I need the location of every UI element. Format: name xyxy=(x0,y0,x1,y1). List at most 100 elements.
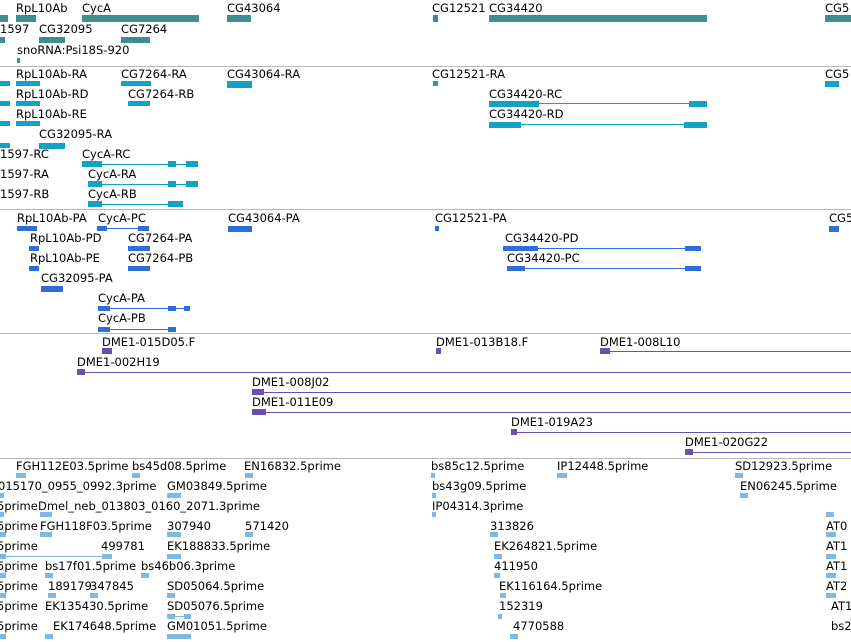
est-feature[interactable] xyxy=(0,532,6,537)
est-feature[interactable] xyxy=(0,593,6,598)
est-label[interactable]: 5prime xyxy=(0,599,38,613)
est-label[interactable]: bs43g09.5prime xyxy=(432,479,527,493)
protein-feature[interactable] xyxy=(29,246,39,251)
transcript-feature[interactable] xyxy=(0,143,10,148)
protein-feature[interactable] xyxy=(41,286,63,292)
transcript-feature[interactable] xyxy=(186,161,198,167)
protein-feature[interactable] xyxy=(168,327,176,332)
protein-label[interactable]: CycA-PA xyxy=(98,291,145,305)
transcript-label[interactable]: CG5 xyxy=(825,67,850,81)
est-label[interactable]: EK188833.5prime xyxy=(167,539,271,553)
protein-label[interactable]: CG5 xyxy=(829,211,851,225)
transcript-feature[interactable] xyxy=(121,81,151,86)
transcript-label[interactable]: RpL10Ab-RA xyxy=(16,67,88,81)
protein-feature[interactable] xyxy=(168,306,176,311)
est-label[interactable]: 5prime xyxy=(0,619,38,633)
transcript-feature[interactable] xyxy=(16,101,40,106)
est-feature[interactable] xyxy=(167,532,181,537)
protein-label[interactable]: CycA-PC xyxy=(98,211,146,225)
est-feature[interactable] xyxy=(40,512,52,517)
est-label[interactable]: GM01051.5prime xyxy=(167,619,267,633)
protein-feature[interactable] xyxy=(97,226,107,231)
est-label[interactable]: Dmel_neb_013803_0160_2071.3prime xyxy=(38,499,260,513)
clone-label[interactable]: DME1-002H19 xyxy=(77,355,160,369)
transcript-label[interactable]: CG7264-RB xyxy=(128,87,195,101)
transcript-feature[interactable] xyxy=(0,81,10,86)
gene-label[interactable]: CG32095 xyxy=(39,22,93,36)
est-label[interactable]: 015170_0955_0992.3prime xyxy=(0,479,157,493)
transcript-label[interactable]: CG12521-RA xyxy=(432,67,506,81)
transcript-label[interactable]: 1597-RB xyxy=(0,187,50,201)
est-label[interactable]: AT0 xyxy=(826,519,848,533)
transcript-feature[interactable] xyxy=(168,201,183,207)
clone-feature[interactable] xyxy=(685,449,693,455)
est-label[interactable]: FGH118F03.5prime xyxy=(40,519,152,533)
gene-label[interactable]: CG12521 xyxy=(432,1,486,15)
protein-feature[interactable] xyxy=(503,246,538,251)
transcript-feature[interactable] xyxy=(82,161,102,167)
transcript-feature[interactable] xyxy=(227,81,252,88)
est-label[interactable]: AT1 xyxy=(826,539,848,553)
est-label[interactable]: AT1 xyxy=(826,559,848,573)
protein-feature[interactable] xyxy=(228,226,252,232)
protein-feature[interactable] xyxy=(138,226,149,231)
est-label[interactable]: EK174648.5prime xyxy=(53,619,157,633)
transcript-label[interactable]: 1597-RC xyxy=(0,147,49,161)
est-label[interactable]: bs17f01.5prime xyxy=(45,559,137,573)
est-label[interactable]: 307940 xyxy=(167,519,211,533)
gene-label[interactable]: CycA xyxy=(82,1,112,15)
clone-label[interactable]: DME1-008L10 xyxy=(600,335,681,349)
transcript-feature[interactable] xyxy=(88,201,102,207)
est-feature[interactable] xyxy=(490,532,498,537)
transcript-label[interactable]: RpL10Ab-RE xyxy=(16,107,87,121)
est-label[interactable]: EN06245.5prime xyxy=(740,479,837,493)
est-feature[interactable] xyxy=(826,593,836,598)
est-feature[interactable] xyxy=(735,473,743,478)
est-feature[interactable] xyxy=(132,473,140,478)
est-label[interactable]: IP12448.5prime xyxy=(557,459,649,473)
protein-label[interactable]: CG34420-PD xyxy=(505,231,579,245)
gene-feature[interactable] xyxy=(0,15,8,22)
est-feature[interactable] xyxy=(557,473,567,478)
est-feature[interactable] xyxy=(826,554,836,559)
gene-label[interactable]: CG5 xyxy=(825,1,850,15)
transcript-label[interactable]: CG34420-RC xyxy=(489,87,563,101)
est-label[interactable]: EK116164.5prime xyxy=(499,579,603,593)
clone-feature[interactable] xyxy=(252,389,264,395)
protein-label[interactable]: RpL10Ab-PE xyxy=(30,251,100,265)
est-feature[interactable] xyxy=(494,573,500,578)
est-label[interactable]: 5prime xyxy=(0,579,38,593)
est-feature[interactable] xyxy=(245,473,253,478)
clone-label[interactable]: DME1-008J02 xyxy=(252,375,330,389)
clone-label[interactable]: DME1-020G22 xyxy=(685,435,769,449)
est-label[interactable]: GM03849.5prime xyxy=(167,479,267,493)
protein-label[interactable]: CG34420-PC xyxy=(507,251,580,265)
protein-feature[interactable] xyxy=(435,226,439,231)
est-label[interactable]: FGH112E03.5prime xyxy=(16,459,129,473)
transcript-feature[interactable] xyxy=(0,121,10,126)
est-feature[interactable] xyxy=(432,512,436,517)
est-feature[interactable] xyxy=(0,634,6,639)
gene-label[interactable]: CG34420 xyxy=(489,1,543,15)
gene-feature[interactable] xyxy=(433,15,438,22)
protein-feature[interactable] xyxy=(128,266,150,271)
transcript-feature[interactable] xyxy=(168,181,176,187)
est-label[interactable]: bs85c12.5prime xyxy=(431,459,525,473)
est-label[interactable]: EN16832.5prime xyxy=(244,459,341,473)
est-label[interactable]: 571420 xyxy=(245,519,289,533)
est-label[interactable]: 189179 xyxy=(48,579,92,593)
est-label[interactable]: 5prime xyxy=(0,519,38,533)
protein-feature[interactable] xyxy=(829,226,839,232)
clone-feature[interactable] xyxy=(511,429,517,435)
protein-feature[interactable] xyxy=(507,266,525,271)
est-feature[interactable] xyxy=(184,614,191,619)
transcript-label[interactable]: CycA-RC xyxy=(82,147,131,161)
transcript-feature[interactable] xyxy=(433,81,438,86)
est-feature[interactable] xyxy=(0,512,4,517)
est-label[interactable]: 4770588 xyxy=(513,619,565,633)
protein-feature[interactable] xyxy=(98,327,110,332)
est-label[interactable]: AT2 xyxy=(826,579,848,593)
clone-label[interactable]: DME1-019A23 xyxy=(511,415,593,429)
protein-feature[interactable] xyxy=(128,246,150,251)
clone-label[interactable]: DME1-011E09 xyxy=(252,395,334,409)
